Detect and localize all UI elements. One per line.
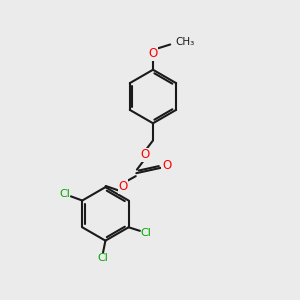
Text: O: O (148, 47, 158, 61)
Text: O: O (162, 159, 171, 172)
Text: O: O (118, 180, 128, 193)
Text: CH₃: CH₃ (176, 37, 195, 47)
Text: Cl: Cl (140, 228, 151, 238)
Text: O: O (140, 148, 149, 161)
Text: Cl: Cl (97, 253, 108, 263)
Text: Cl: Cl (60, 189, 70, 199)
